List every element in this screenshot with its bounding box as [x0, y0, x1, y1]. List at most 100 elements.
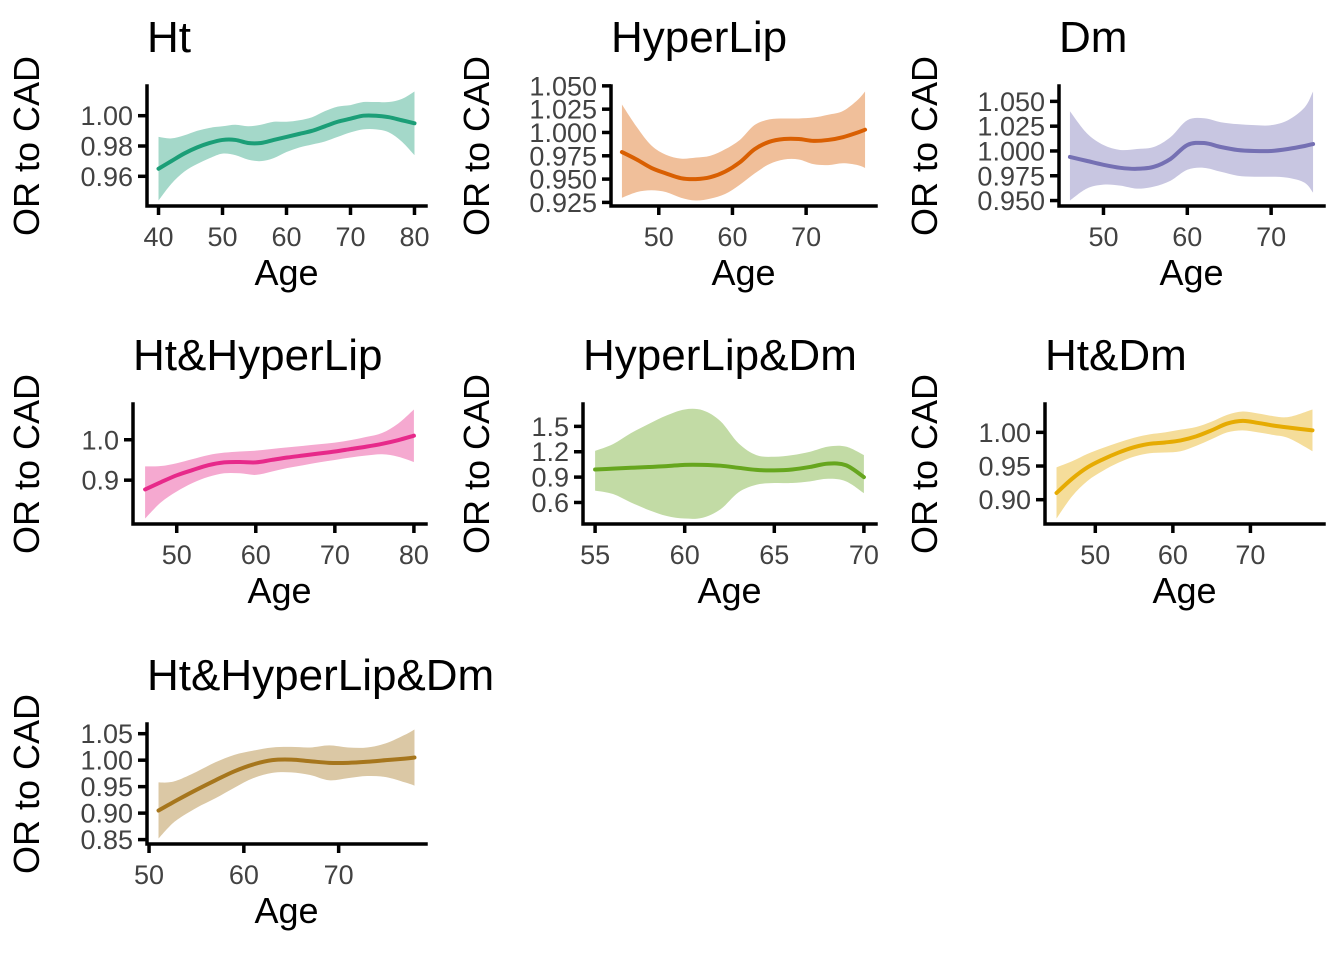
axis-lines: [145, 84, 428, 208]
x-tick-label: 70: [335, 222, 365, 252]
y-tick-label: 0.98: [80, 132, 133, 162]
y-tick-label: 1.050: [529, 71, 597, 101]
y-tick-label: 1.00: [80, 746, 133, 776]
x-axis-title: Age: [711, 252, 776, 293]
y-tick-label: 0.85: [80, 825, 133, 855]
x-tick-label: 65: [759, 540, 789, 570]
x-tick-label: 70: [324, 860, 354, 890]
x-tick-label: 50: [644, 222, 674, 252]
y-tick-label: 0.975: [529, 141, 597, 171]
y-tick-label: 1.000: [977, 136, 1045, 166]
x-tick-label: 70: [320, 540, 350, 570]
x-axis-title: Age: [254, 252, 319, 293]
panel-title: HyperLip: [611, 13, 788, 62]
panel-ht-hyperlip: Ht&HyperLip OR to CAD 0.9 1.0 50 60 70 80 Age: [0, 320, 448, 630]
panel-title: Ht: [147, 13, 191, 62]
trend-line: [1067, 140, 1316, 171]
y-tick-label: 1.000: [529, 118, 597, 148]
confidence-ribbon: [1056, 409, 1313, 519]
axis-lines: [581, 402, 878, 526]
y-tick-label: 1.0: [81, 425, 119, 455]
y-tick-label: 1.025: [977, 112, 1045, 142]
plot-hyperlip-dm: 0.60.91.21.5 55 60 65 70: [531, 402, 879, 570]
x-tick-label: 50: [1080, 540, 1110, 570]
x-tick-label: 50: [1088, 222, 1118, 252]
x-tick-label: 60: [1172, 222, 1202, 252]
confidence-ribbon: [1069, 91, 1314, 201]
axis-lines: [609, 84, 878, 208]
trend-line: [1054, 418, 1315, 495]
y-tick-label: 0.950: [529, 165, 597, 195]
x-tick-label: 60: [229, 860, 259, 890]
x-axis-title: Age: [1152, 570, 1217, 611]
panel-title: Ht&HyperLip&Dm: [147, 651, 495, 700]
x-tick-label: 70: [1235, 540, 1265, 570]
y-tick-label: 0.950: [977, 186, 1045, 216]
panel-title: HyperLip&Dm: [583, 331, 857, 380]
y-tick-label: 0.9: [81, 466, 119, 496]
x-tick-label: 50: [134, 860, 164, 890]
x-axis-title: Age: [1159, 252, 1224, 293]
x-tick-label: 50: [162, 540, 192, 570]
x-axis-title: Age: [697, 570, 762, 611]
plot-ht-dm: 0.900.95 1.00 50 60 70: [978, 402, 1326, 570]
plot-ht: 0.960.981.00 40 50 60 70 80: [80, 84, 430, 252]
y-tick-label: 1.00: [978, 418, 1031, 448]
y-tick-label: 0.925: [529, 188, 597, 218]
axis-lines: [131, 402, 428, 526]
x-tick-label: 70: [1256, 222, 1286, 252]
x-tick-label: 50: [207, 222, 237, 252]
x-tick-label: 80: [399, 540, 429, 570]
y-tick-label: 0.90: [978, 485, 1031, 515]
x-tick-label: 70: [791, 222, 821, 252]
confidence-ribbon: [158, 729, 415, 839]
panel-ht-dm: Ht&Dm OR to CAD 0.90 0.95 1.00 50 60 70 Age: [898, 320, 1344, 630]
panel-title: Dm: [1059, 13, 1128, 62]
panel-ht-hyperlip-dm: Ht&HyperLip&Dm OR to CAD 0.85 0.90 0.95 1.0…: [0, 640, 494, 950]
x-tick-label: 60: [241, 540, 271, 570]
y-tick-label: 0.95: [978, 452, 1031, 482]
y-tick-label: 1.05: [80, 719, 133, 749]
y-tick-label: 0.6: [531, 488, 569, 518]
panel-hyperlip: HyperLip OR to CAD 0.925 0.950 0.975 1.000 1…: [450, 2, 898, 312]
x-tick-label: 60: [670, 540, 700, 570]
trend-line: [156, 113, 417, 171]
y-tick-label: 1.2: [531, 437, 569, 467]
x-tick-label: 60: [271, 222, 301, 252]
panel-title: Ht&HyperLip: [133, 331, 383, 380]
plot-ht-hyperlip-dm: 0.850.900.951.001.05 50 60 70: [80, 719, 428, 890]
x-tick-label: 80: [399, 222, 429, 252]
confidence-ribbon: [595, 408, 864, 519]
trend-line: [143, 433, 416, 492]
y-tick-label: 0.9: [531, 463, 569, 493]
panel-ht: Ht OR to CAD 0.96 0.98 1.00 40 50 60 70 80 Age: [0, 2, 448, 312]
trend-line: [593, 461, 866, 480]
axis-lines: [1043, 402, 1326, 526]
y-tick-label: 1.5: [531, 412, 569, 442]
x-tick-label: 55: [580, 540, 610, 570]
y-tick-label: 0.975: [977, 161, 1045, 191]
confidence-ribbon: [621, 91, 866, 201]
y-tick-label: 1.00: [80, 101, 133, 131]
x-axis-title: Age: [247, 570, 312, 611]
panel-hyperlip-dm: HyperLip&Dm OR to CAD 0.6 0.9 1.2 1.5 55 60 65…: [450, 320, 898, 630]
trend-line: [619, 127, 868, 182]
x-tick-label: 60: [717, 222, 747, 252]
confidence-ribbon: [145, 409, 414, 519]
axis-lines: [145, 722, 428, 846]
trend-line: [156, 755, 417, 813]
x-axis-title: Age: [254, 890, 319, 931]
y-tick-label: 0.95: [80, 772, 133, 802]
y-tick-label: 0.90: [80, 799, 133, 829]
y-tick-label: 1.050: [977, 87, 1045, 117]
x-tick-label: 60: [1158, 540, 1188, 570]
x-tick-label: 40: [143, 222, 173, 252]
plot-ht-hyperlip: 0.9 1.0 50 60 70 80: [81, 402, 429, 570]
y-tick-label: 0.96: [80, 162, 133, 192]
panel-dm: Dm OR to CAD 0.950 0.975 1.000 1.025 1.050 50…: [898, 2, 1344, 312]
y-tick-label: 1.025: [529, 95, 597, 125]
panel-title: Ht&Dm: [1045, 331, 1187, 380]
